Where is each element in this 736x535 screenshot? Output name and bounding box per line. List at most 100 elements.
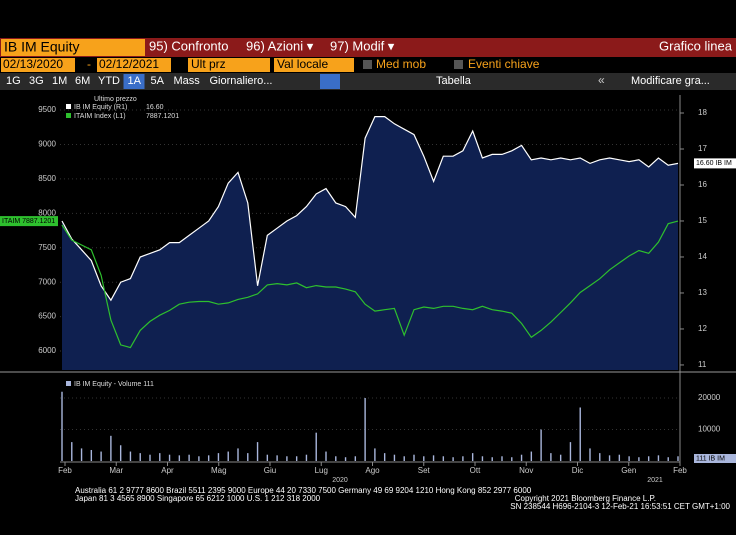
volume-bar: [423, 456, 425, 461]
period-button[interactable]: Mass: [174, 75, 201, 87]
volume-bar: [149, 454, 151, 461]
volume-bar: [178, 455, 181, 461]
volume-bar: [657, 455, 660, 461]
period-button[interactable]: 5A: [151, 75, 165, 87]
legend-value: 7887.1201: [146, 113, 179, 120]
volume-bar: [100, 451, 102, 461]
security[interactable]: IB IM Equity: [4, 39, 79, 55]
x-tick-label: Feb: [673, 466, 687, 475]
y2-tick-label: 15: [698, 216, 707, 225]
volume-bar: [217, 453, 220, 461]
volume-bar: [471, 453, 474, 461]
checkbox[interactable]: [363, 60, 372, 69]
volume-bar: [256, 442, 259, 461]
y-tick-label: 9500: [38, 105, 56, 114]
price-box[interactable]: [188, 58, 270, 72]
y-tick-label: 8000: [38, 208, 56, 217]
chart-type-button[interactable]: [320, 74, 340, 89]
collapse-icon[interactable]: «: [598, 73, 605, 87]
moving-average[interactable]: Med mob: [376, 57, 426, 71]
value-tag: [0, 216, 58, 227]
volume-bar: [315, 432, 317, 461]
x-tick-label: Set: [418, 466, 431, 475]
volume-bar: [266, 454, 269, 461]
value-tag: [694, 158, 736, 169]
volume-bar: [677, 456, 679, 461]
year-label: 2020: [332, 477, 348, 484]
start-date[interactable]: 02/13/2020: [3, 57, 63, 71]
date-separator: -: [87, 57, 91, 71]
volume-bar: [364, 398, 366, 461]
volume-bar: [540, 429, 542, 461]
menu-item[interactable]: 96) Azioni ▾: [246, 38, 314, 53]
volume-bar: [305, 454, 308, 461]
volume-bar: [188, 454, 190, 461]
y2-tick-label: 13: [698, 288, 707, 297]
legend-title: Ultimo prezzo: [94, 96, 137, 103]
volume-bar: [530, 451, 533, 461]
period-button[interactable]: Giornaliero...: [210, 75, 273, 87]
y-tick-label: 6000: [38, 346, 56, 355]
volume-bar: [491, 457, 493, 461]
volume-bar: [344, 457, 347, 461]
currency-field[interactable]: Val locale: [277, 57, 328, 71]
volume-bar: [139, 453, 141, 461]
volume-bar: [452, 457, 454, 461]
y-tick-label: 20000: [698, 393, 721, 402]
period-button[interactable]: 1G: [6, 75, 21, 87]
volume-bar: [374, 448, 376, 461]
date-box[interactable]: [1, 58, 75, 72]
table-button[interactable]: Tabella: [436, 75, 472, 87]
volume-bar: [599, 453, 601, 461]
key-events[interactable]: Eventi chiave: [468, 57, 540, 71]
volume-bar: [550, 453, 552, 461]
value-tag-label: ITAIM 7887.1201: [2, 218, 55, 225]
x-tick-label: Dic: [572, 466, 584, 475]
volume-bar: [119, 445, 122, 461]
x-tick-label: Mar: [109, 466, 123, 475]
x-tick-label: Mag: [211, 466, 227, 475]
period-button[interactable]: 1A: [128, 75, 142, 87]
period-button[interactable]: 3G: [29, 75, 44, 87]
value-tag-label: 16.60 IB IM: [696, 160, 732, 167]
footer-line: Australia 61 2 9777 8600 Brazil 5511 239…: [75, 486, 532, 495]
volume-bar: [559, 454, 562, 461]
volume-bar: [110, 435, 112, 461]
volume-bar: [61, 391, 63, 461]
checkbox[interactable]: [454, 60, 463, 69]
volume-bar: [227, 451, 229, 461]
volume-bar: [286, 456, 288, 461]
period-button[interactable]: 1M: [52, 75, 67, 87]
volume-bar: [295, 456, 298, 461]
period-button[interactable]: 6M: [75, 75, 90, 87]
volume-bar: [325, 451, 327, 461]
volume-bar: [638, 457, 640, 461]
volume-bar: [90, 449, 93, 461]
x-tick-label: Nov: [519, 466, 533, 475]
year-label: 2021: [647, 477, 663, 484]
volume-bar: [247, 453, 249, 461]
value-tag-label: 111 IB IM: [696, 455, 725, 462]
x-tick-label: Ott: [470, 466, 481, 475]
series-line: [61, 115, 679, 302]
menu-item[interactable]: 95) Confronto: [149, 38, 229, 53]
value-tag: [694, 454, 736, 463]
currency-box[interactable]: [274, 58, 354, 72]
y-tick-label: 6500: [38, 312, 56, 321]
security-box[interactable]: [1, 39, 145, 56]
price-field[interactable]: Ult prz: [191, 57, 226, 71]
period-button[interactable]: YTD: [98, 75, 120, 87]
volume-bar: [589, 448, 591, 461]
y2-tick-label: 18: [698, 108, 707, 117]
date-box[interactable]: [97, 58, 171, 72]
end-date[interactable]: 02/12/2021: [99, 57, 159, 71]
volume-bar: [198, 456, 200, 461]
volume-bar: [159, 453, 161, 461]
y-tick-label: 7500: [38, 243, 56, 252]
menu-item[interactable]: 97) Modif ▾: [330, 38, 395, 53]
volume-bar: [403, 456, 405, 461]
volume-bar: [647, 456, 650, 461]
period-bar: [0, 73, 736, 90]
x-tick-label: Lug: [315, 466, 328, 475]
edit-chart[interactable]: Modificare gra...: [631, 75, 710, 87]
